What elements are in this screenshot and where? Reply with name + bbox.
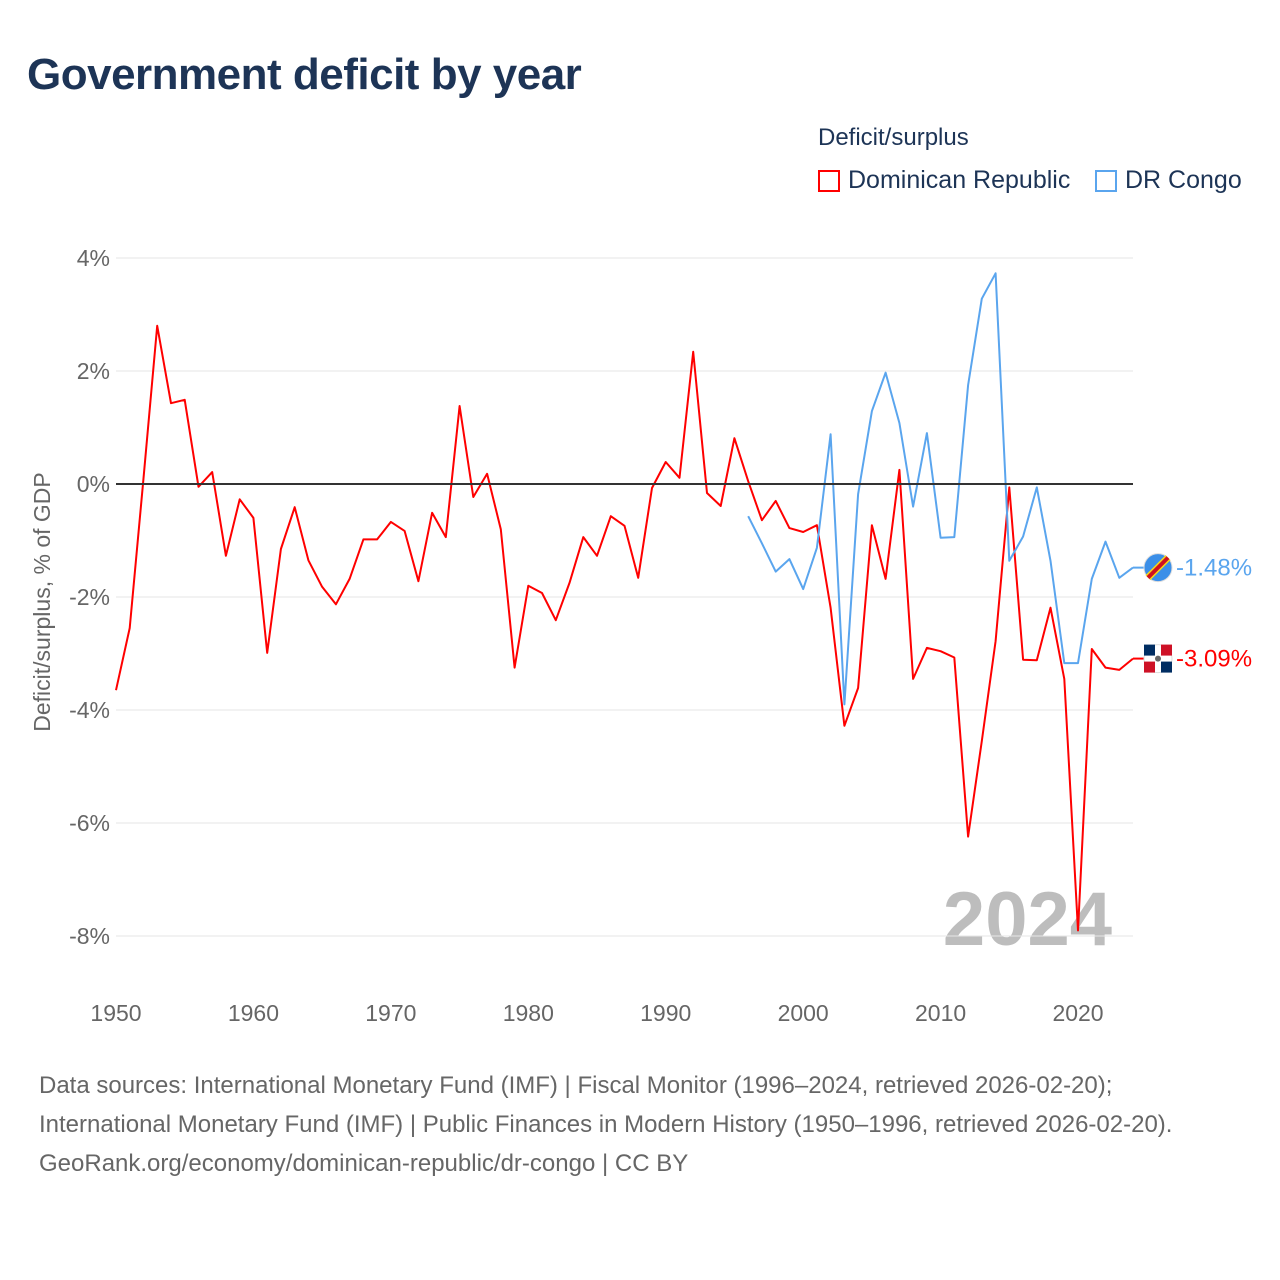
legend-label: Dominican Republic [848,166,1071,194]
flag-quadrant [1144,644,1155,656]
flag-quadrant [1144,661,1155,673]
y-tick-label: -6% [69,810,110,836]
series-line-dominican-republic [115,324,1134,932]
legend-swatch-dr-congo [1095,169,1117,192]
end-value-label: -3.09% [1176,646,1252,673]
flag-quadrant [1161,661,1172,673]
footer: Data sources: International Monetary Fun… [39,1066,1239,1183]
series-line-dr-congo [747,272,1134,706]
year-watermark: 2024 [943,877,1112,962]
x-tick-label: 1970 [365,1000,416,1026]
x-tick-label: 2000 [778,1000,829,1026]
end-value-label: -1.48% [1176,555,1252,582]
x-tick-label: 1990 [640,1000,691,1026]
y-tick-label: 4% [77,245,110,271]
x-tick-label: 2020 [1052,1000,1103,1026]
x-tick-label: 1950 [90,1000,141,1026]
x-tick-label: 2010 [915,1000,966,1026]
flag-emblem [1155,655,1161,662]
legend-item-dr-congo[interactable]: DR Congo [1095,166,1242,195]
legend-title: Deficit/surplus [818,124,969,151]
y-tick-label: -8% [69,923,110,949]
y-tick-label: -2% [69,584,110,610]
y-axis-label: Deficit/surplus, % of GDP [29,472,55,731]
y-tick-label: 0% [77,471,110,497]
y-tick-label: 2% [77,358,110,384]
data-sources: Data sources: International Monetary Fun… [39,1072,1173,1138]
legend-label: DR Congo [1125,166,1242,194]
flag-stripe [1146,556,1170,580]
y-tick-label: -4% [69,697,110,723]
x-tick-label: 1980 [503,1000,554,1026]
source-link[interactable]: GeoRank.org/economy/dominican-republic/d… [39,1150,689,1177]
chart-title: Government deficit by year [27,50,582,99]
legend-swatch-dominican-republic [818,169,840,192]
flag-quadrant [1161,644,1172,656]
x-tick-label: 1960 [228,1000,279,1026]
legend-item-dominican-republic[interactable]: Dominican Republic [818,166,1070,195]
